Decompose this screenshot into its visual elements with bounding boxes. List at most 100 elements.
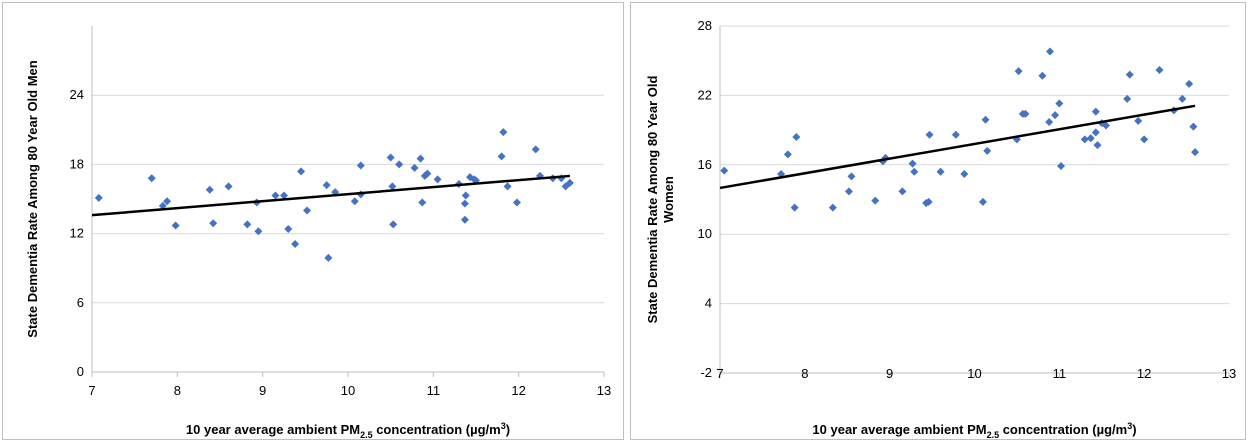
data-point (828, 203, 837, 212)
x-tick-label: 12 (1137, 366, 1151, 381)
data-point (497, 152, 506, 161)
data-point (790, 203, 799, 212)
y-axis-title-line: State Dementia Rate Among 80 Year Old Me… (25, 60, 40, 337)
data-point (783, 150, 792, 159)
data-point (960, 170, 969, 179)
data-point (925, 130, 934, 139)
data-point (1014, 67, 1023, 76)
data-point (898, 187, 907, 196)
data-point (389, 220, 398, 229)
data-point (1178, 94, 1187, 103)
x-tick-label: 13 (1222, 366, 1236, 381)
data-point (924, 197, 933, 206)
x-tick-label: 9 (259, 383, 266, 398)
data-point (461, 191, 470, 200)
data-point (1057, 161, 1066, 170)
data-point (792, 133, 801, 142)
data-point (303, 206, 312, 215)
data-point (205, 185, 214, 194)
data-point (163, 197, 172, 206)
data-point (460, 215, 469, 224)
data-point (171, 221, 180, 230)
data-point (503, 182, 512, 191)
y-axis-title-line: State Dementia Rate Among 80 Year Old (645, 76, 660, 324)
data-point (410, 163, 419, 172)
x-tick-label: 8 (174, 383, 181, 398)
data-point (94, 193, 103, 202)
data-point (844, 187, 853, 196)
data-point (983, 146, 992, 155)
data-point (1086, 134, 1095, 143)
data-point (951, 130, 960, 139)
y-tick-label: 16 (698, 157, 712, 172)
data-point (1091, 128, 1100, 137)
data-point (720, 166, 729, 175)
data-point (910, 167, 919, 176)
data-point (565, 178, 574, 187)
data-point (356, 161, 365, 170)
data-point (1091, 107, 1100, 116)
data-point (284, 224, 293, 233)
y-tick-label: 6 (77, 295, 84, 310)
data-point (908, 159, 917, 168)
data-point (418, 198, 427, 207)
data-point (460, 199, 469, 208)
data-point (847, 172, 856, 181)
data-point (1134, 116, 1143, 125)
x-tick-label: 7 (88, 383, 95, 398)
data-point (1123, 94, 1132, 103)
data-point (297, 167, 306, 176)
data-point (1189, 122, 1198, 131)
data-point (209, 219, 218, 228)
data-point (1055, 99, 1064, 108)
data-point (512, 198, 521, 207)
data-point (1185, 79, 1194, 88)
data-point (395, 160, 404, 169)
data-point (224, 182, 233, 191)
data-point (777, 170, 786, 179)
data-point (1051, 111, 1060, 120)
y-tick-label: 22 (698, 87, 712, 102)
data-point (1080, 135, 1089, 144)
data-point (871, 196, 880, 205)
x-axis-title: 10 year average ambient PM2.5 concentrat… (812, 421, 1136, 439)
data-point (978, 197, 987, 206)
y-tick-label: 28 (698, 18, 712, 33)
data-point (291, 239, 300, 248)
y-tick-label: 12 (70, 226, 84, 241)
data-point (499, 128, 508, 137)
data-point (1046, 47, 1055, 56)
data-point (388, 182, 397, 191)
data-point (280, 191, 288, 200)
data-point (433, 175, 442, 184)
data-point (1155, 65, 1164, 74)
data-point (936, 167, 945, 176)
chart-panel-men: 0 6 12 18 24 7 8 9 10 11 12 13 10 year average ambie… (2, 2, 624, 440)
data-point (1045, 118, 1054, 127)
data-point (1093, 141, 1102, 150)
y-axis-title: State Dementia Rate Among 80 Year OldWom… (645, 76, 676, 324)
data-point (386, 153, 395, 162)
x-tick-label: 10 (967, 366, 981, 381)
data-point (1191, 148, 1200, 157)
data-point (322, 181, 331, 190)
x-tick-label: 9 (886, 366, 893, 381)
y-tick-label: -2 (700, 365, 712, 380)
x-tick-label: 11 (1053, 366, 1067, 381)
data-point (271, 191, 280, 200)
y-tick-label: 4 (705, 296, 712, 311)
x-tick-label: 12 (511, 383, 525, 398)
data-point (416, 154, 425, 163)
data-point (423, 169, 432, 178)
data-point (243, 220, 252, 229)
data-point (1021, 109, 1030, 118)
x-axis-title: 10 year average ambient PM2.5 concentrat… (186, 421, 510, 439)
scatter-chart-women: -2 4 10 16 22 28 7 8 9 10 11 12 13 10 year average am… (645, 18, 1236, 439)
data-point (531, 145, 540, 154)
x-tick-label: 11 (427, 383, 441, 398)
x-tick-label: 8 (801, 366, 808, 381)
trendline (719, 104, 1196, 190)
y-tick-label: 24 (70, 87, 84, 102)
trendline (91, 174, 570, 217)
chart-panel-women: -2 4 10 16 22 28 7 8 9 10 11 12 13 10 year average am… (630, 2, 1246, 440)
